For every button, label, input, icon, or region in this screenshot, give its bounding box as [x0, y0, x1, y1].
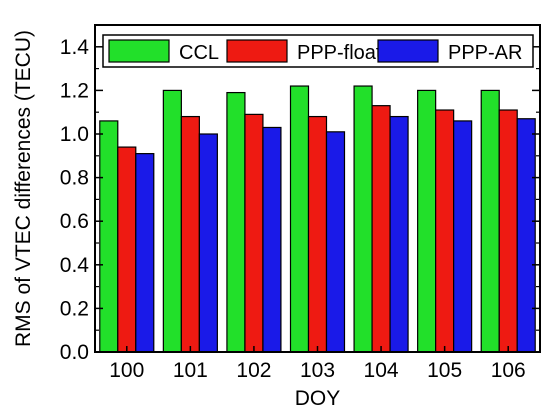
bar-ccl-100	[99, 120, 119, 353]
y-tick-label: 0.4	[60, 254, 90, 277]
bar-ppp-ar-101	[198, 133, 218, 353]
legend-swatch-ccl	[108, 39, 170, 63]
bar-ppp-float-103	[307, 115, 328, 353]
bar-ppp-float-100	[117, 146, 137, 353]
x-axis-title: DOY	[295, 387, 341, 410]
legend-swatch-ppp-ar	[377, 39, 439, 63]
legend-label-ppp-float: PPP-float	[297, 42, 382, 64]
bar-ppp-ar-106	[516, 118, 536, 353]
x-tick-label: 103	[300, 359, 335, 382]
bar-ppp-float-102	[244, 113, 264, 353]
y-tick-label: 0.2	[60, 297, 89, 320]
bar-ppp-float-106	[498, 109, 518, 353]
bar-ppp-ar-102	[262, 126, 282, 353]
legend: CCL PPP-float PPP-AR	[102, 34, 534, 68]
y-tick-label: 0.6	[60, 210, 89, 233]
y-axis-title: RMS of VTEC differences (TECU)	[12, 30, 35, 347]
bar-ccl-102	[226, 91, 246, 353]
x-tick-label: 106	[491, 359, 526, 382]
y-tick-label: 0.0	[60, 341, 89, 364]
x-tick-label: 100	[109, 359, 144, 382]
bar-ppp-float-104	[371, 105, 391, 353]
bar-ccl-106	[480, 89, 500, 353]
bar-ccl-103	[289, 85, 310, 353]
bar-ppp-ar-105	[453, 120, 473, 353]
y-tick-label: 1.4	[60, 36, 90, 59]
legend-box	[102, 34, 534, 68]
legend-label-ccl: CCL	[179, 42, 219, 64]
y-tick-label: 1.0	[60, 123, 89, 146]
bar-ccl-101	[162, 89, 182, 353]
y-tick-label: 1.2	[60, 79, 89, 102]
legend-label-ppp-ar: PPP-AR	[448, 42, 522, 64]
bar-ppp-float-101	[180, 115, 200, 353]
x-tick-label: 101	[173, 359, 208, 382]
bar-ppp-ar-100	[135, 153, 155, 353]
axis-ticks: 0.0 0.2 0.4 0.6 0.8 1.0 1.2 1.4 100 101 102 103 104 1…	[60, 36, 540, 382]
bars-group	[99, 85, 536, 353]
bar-ccl-104	[353, 85, 373, 353]
bar-ppp-ar-104	[389, 115, 409, 353]
legend-swatch-ppp-float	[226, 39, 288, 63]
x-tick-label: 104	[364, 359, 399, 382]
x-tick-label: 102	[236, 359, 271, 382]
bar-ccl-105	[417, 89, 437, 353]
bar-ppp-float-105	[435, 109, 455, 353]
y-tick-label: 0.8	[60, 167, 89, 190]
x-tick-label: 105	[427, 359, 462, 382]
bar-ppp-ar-103	[325, 131, 346, 353]
